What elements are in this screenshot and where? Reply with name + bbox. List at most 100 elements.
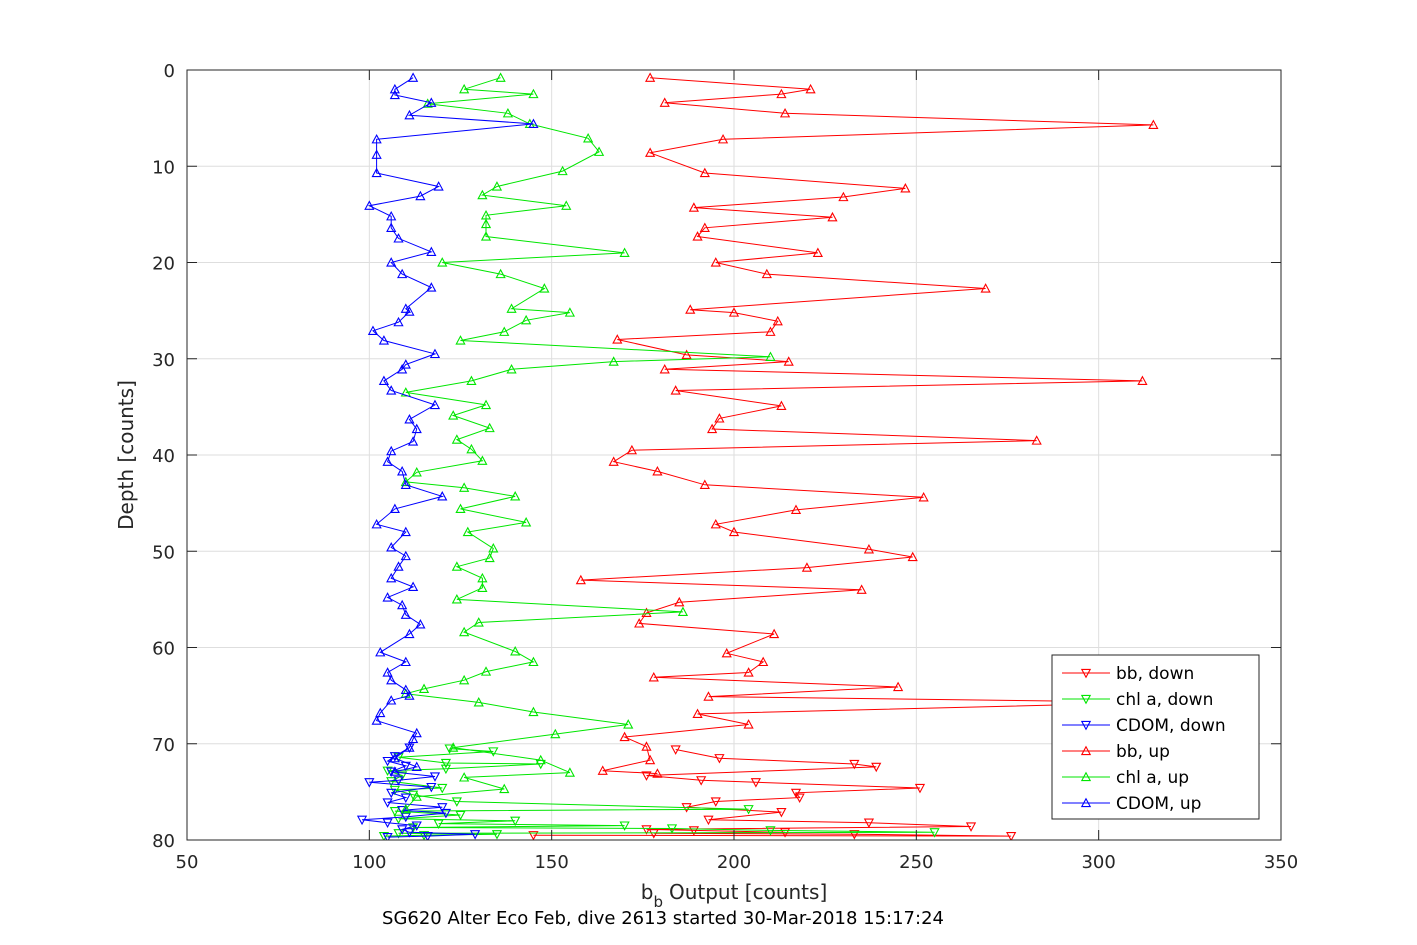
series-point-chl-a-up <box>480 666 492 676</box>
series-point-chl-a-up <box>623 719 634 729</box>
series-point-chl-a-up <box>459 626 470 637</box>
series-point-chl-a-up <box>451 434 462 444</box>
series-point-bb-up <box>918 491 929 502</box>
series-point-chl-a-up <box>466 443 477 454</box>
series-point-bb-up <box>648 671 659 682</box>
series-point-cdom-up <box>393 316 404 327</box>
series-point-chl-a-up <box>448 742 459 752</box>
series-point-cdom-up <box>371 715 382 725</box>
series-point-bb-up <box>812 247 823 257</box>
series-point-chl-a-up <box>491 181 503 191</box>
series-point-bb-up <box>1137 375 1148 386</box>
series-point-bb-up <box>790 504 802 514</box>
series-point-cdom-up <box>429 399 441 410</box>
series-point-chl-a-up <box>583 132 594 143</box>
series-point-chl-a-up <box>466 375 477 386</box>
series-point-cdom-up <box>404 306 415 316</box>
series-point-bb-up <box>681 349 692 360</box>
series-point-bb-up <box>714 413 725 423</box>
series-point-bb-up <box>659 363 670 374</box>
series-point-bb-down <box>641 771 652 781</box>
y-tick-label: 10 <box>152 157 175 178</box>
series-point-bb-up <box>801 562 813 572</box>
series-point-cdom-up <box>400 479 411 489</box>
series-point-cdom-up <box>364 200 375 210</box>
series-point-bb-down <box>863 818 875 829</box>
series-point-bb-up <box>776 88 787 99</box>
series-point-bb-up <box>688 202 700 212</box>
series-point-bb-up <box>645 754 656 765</box>
series-point-bb-up <box>692 231 703 241</box>
series-point-bb-up <box>717 133 729 144</box>
series-point-bb-down <box>965 822 977 832</box>
series-point-chl-a-down <box>382 766 393 777</box>
series-point-bb-down <box>648 829 659 839</box>
series-point-chl-a-up <box>521 314 532 325</box>
legend-item-chl-a-up: chl a, up <box>1062 768 1189 788</box>
y-tick-label: 70 <box>152 735 175 756</box>
series-point-chl-a-up <box>564 767 576 777</box>
series-point-chl-a-up <box>765 351 776 361</box>
series-point-chl-a-down <box>393 814 404 825</box>
series-point-cdom-up <box>528 118 539 129</box>
series-point-chl-a-down <box>433 819 444 829</box>
series-point-cdom-up <box>389 83 400 94</box>
series-point-chl-a-up <box>477 189 488 200</box>
series-point-chl-a-down <box>386 777 397 787</box>
series-point-bb-up <box>652 768 663 778</box>
series-point-cdom-up <box>389 503 400 514</box>
series-point-bb-up <box>743 667 754 677</box>
series-point-bb-up <box>634 618 645 628</box>
series-point-cdom-up <box>415 190 426 201</box>
series-point-cdom-down <box>382 798 393 808</box>
series-point-chl-a-up <box>473 617 484 627</box>
series-point-chl-a-down <box>389 785 400 796</box>
series-point-chl-a-up <box>677 606 689 617</box>
series-point-bb-up <box>980 283 991 293</box>
series-point-chl-a-up <box>459 674 470 685</box>
series-point-cdom-down <box>364 778 375 788</box>
series-point-bb-up <box>761 268 772 279</box>
y-axis-label: Depth [counts] <box>114 380 138 530</box>
series-point-chl-a-up <box>459 482 470 492</box>
series-point-cdom-up <box>407 581 419 591</box>
legend: bb, down chl a, down CDOM, down bb, up chl a… <box>1051 654 1260 820</box>
series-point-chl-a-up <box>459 772 470 782</box>
series-point-chl-a-up <box>400 803 411 814</box>
series-point-chl-a-up <box>418 683 430 694</box>
series-point-bb-down <box>710 797 721 807</box>
series-point-bb-up <box>703 691 714 701</box>
series-point-chl-a-up <box>477 572 488 583</box>
x-axis-label-prefix: b <box>641 880 654 904</box>
series-point-chl-a-up <box>495 72 506 82</box>
series-point-cdom-down <box>404 828 415 838</box>
series-point-cdom-up <box>407 733 419 744</box>
series-point-bb-up <box>900 183 911 193</box>
series-point-chl-a-up <box>499 326 510 336</box>
series-point-bb-up <box>779 107 791 118</box>
series-point-chl-a-up <box>437 257 448 267</box>
series-point-cdom-up <box>393 233 404 243</box>
series-point-chl-a-up <box>462 526 473 537</box>
series-point-cdom-up <box>386 385 397 395</box>
series-point-bb-up <box>1031 435 1042 445</box>
series-point-cdom-up <box>371 518 382 529</box>
series-point-cdom-up <box>426 282 437 292</box>
caption: SG620 Alter Eco Feb, dive 2613 started 3… <box>382 908 944 929</box>
series-point-chl-a-up <box>480 231 492 241</box>
series-point-bb-up <box>838 191 849 202</box>
legend-label: CDOM, down <box>1116 716 1226 736</box>
series-point-chl-a-up <box>521 517 532 527</box>
series-point-cdom-down <box>422 832 433 840</box>
series-point-chl-a-down <box>666 824 678 834</box>
series-point-cdom-up <box>400 303 411 313</box>
series-point-cdom-up <box>386 222 397 232</box>
series-point-bb-down <box>794 793 805 804</box>
series-point-bb-up <box>1148 119 1159 129</box>
series-point-cdom-down <box>393 776 404 786</box>
series-point-cdom-up <box>371 133 382 144</box>
series-point-cdom-up <box>400 550 411 561</box>
series-point-bb-down <box>871 762 882 773</box>
series-point-bb-up <box>670 385 681 395</box>
series-point-chl-a-up <box>593 146 605 156</box>
